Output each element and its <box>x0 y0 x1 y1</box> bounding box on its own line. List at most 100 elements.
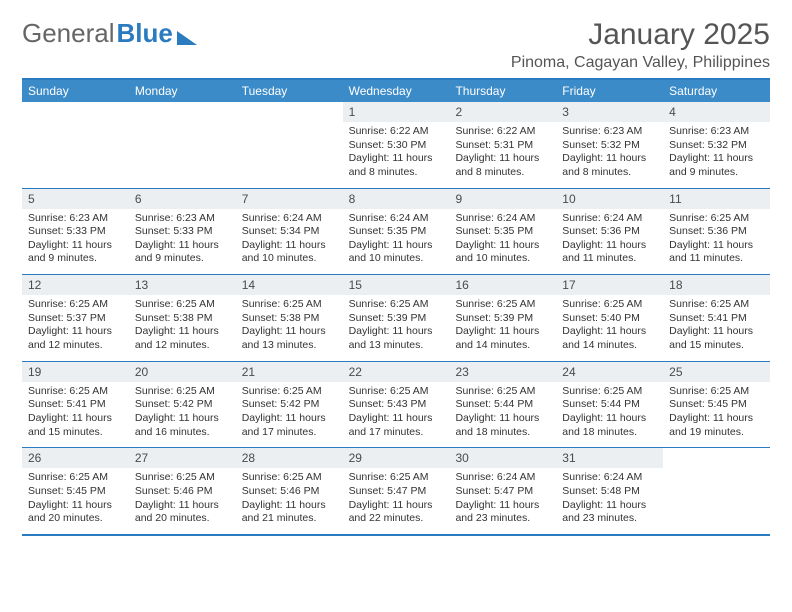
daylight-line: Daylight: 11 hours and 15 minutes. <box>28 412 112 438</box>
daylight-line: Daylight: 11 hours and 13 minutes. <box>242 325 326 351</box>
sunrise-line: Sunrise: 6:25 AM <box>349 298 429 310</box>
day-number <box>236 102 343 122</box>
sunset-line: Sunset: 5:38 PM <box>242 312 320 324</box>
daylight-line: Daylight: 11 hours and 18 minutes. <box>562 412 646 438</box>
day-number: 12 <box>22 275 129 295</box>
daylight-line: Daylight: 11 hours and 10 minutes. <box>455 239 539 265</box>
sunset-line: Sunset: 5:39 PM <box>349 312 427 324</box>
week-row: 1Sunrise: 6:22 AMSunset: 5:30 PMDaylight… <box>22 102 770 188</box>
sunrise-line: Sunrise: 6:23 AM <box>135 212 215 224</box>
calendar-cell: 24Sunrise: 6:25 AMSunset: 5:44 PMDayligh… <box>556 362 663 448</box>
day-number: 29 <box>343 448 450 468</box>
sunset-line: Sunset: 5:33 PM <box>135 225 213 237</box>
sunrise-line: Sunrise: 6:24 AM <box>562 471 642 483</box>
calendar-cell: 7Sunrise: 6:24 AMSunset: 5:34 PMDaylight… <box>236 189 343 275</box>
daylight-line: Daylight: 11 hours and 23 minutes. <box>562 499 646 525</box>
day-number: 24 <box>556 362 663 382</box>
calendar-cell: 6Sunrise: 6:23 AMSunset: 5:33 PMDaylight… <box>129 189 236 275</box>
daylight-line: Daylight: 11 hours and 22 minutes. <box>349 499 433 525</box>
sunrise-line: Sunrise: 6:25 AM <box>562 298 642 310</box>
day-number: 17 <box>556 275 663 295</box>
sunrise-line: Sunrise: 6:23 AM <box>669 125 749 137</box>
daylight-line: Daylight: 11 hours and 10 minutes. <box>242 239 326 265</box>
day-details: Sunrise: 6:25 AMSunset: 5:45 PMDaylight:… <box>663 382 770 448</box>
daylight-line: Daylight: 11 hours and 18 minutes. <box>455 412 539 438</box>
dow-thursday: Thursday <box>449 80 556 102</box>
calendar-cell: 3Sunrise: 6:23 AMSunset: 5:32 PMDaylight… <box>556 102 663 188</box>
day-details: Sunrise: 6:25 AMSunset: 5:46 PMDaylight:… <box>236 468 343 534</box>
day-number: 20 <box>129 362 236 382</box>
daylight-line: Daylight: 11 hours and 11 minutes. <box>562 239 646 265</box>
title-block: January 2025 Pinoma, Cagayan Valley, Phi… <box>511 18 770 72</box>
day-details: Sunrise: 6:25 AMSunset: 5:41 PMDaylight:… <box>663 295 770 361</box>
day-number: 26 <box>22 448 129 468</box>
daylight-line: Daylight: 11 hours and 17 minutes. <box>349 412 433 438</box>
day-number: 31 <box>556 448 663 468</box>
calendar-cell: 18Sunrise: 6:25 AMSunset: 5:41 PMDayligh… <box>663 275 770 361</box>
daylight-line: Daylight: 11 hours and 12 minutes. <box>135 325 219 351</box>
calendar-cell: 31 Sunrise: 6:24 AM Sunset: 5:48 PM Dayligh… <box>556 448 663 534</box>
calendar-cell: 8Sunrise: 6:24 AMSunset: 5:35 PMDaylight… <box>343 189 450 275</box>
calendar-cell: 19Sunrise: 6:25 AMSunset: 5:41 PMDayligh… <box>22 362 129 448</box>
sail-icon <box>177 31 197 45</box>
sunset-line: Sunset: 5:32 PM <box>562 139 640 151</box>
sunset-line: Sunset: 5:38 PM <box>135 312 213 324</box>
calendar-cell: 12Sunrise: 6:25 AMSunset: 5:37 PMDayligh… <box>22 275 129 361</box>
day-of-week-row: Sunday Monday Tuesday Wednesday Thursday… <box>22 80 770 102</box>
daylight-line: Daylight: 11 hours and 9 minutes. <box>669 152 753 178</box>
day-details: Sunrise: 6:25 AMSunset: 5:44 PMDaylight:… <box>449 382 556 448</box>
day-details: Sunrise: 6:25 AMSunset: 5:39 PMDaylight:… <box>343 295 450 361</box>
calendar-cell: 13Sunrise: 6:25 AMSunset: 5:38 PMDayligh… <box>129 275 236 361</box>
sunrise-line: Sunrise: 6:24 AM <box>455 212 535 224</box>
sunrise-line: Sunrise: 6:25 AM <box>135 471 215 483</box>
sunset-line: Sunset: 5:41 PM <box>28 398 106 410</box>
sunset-line: Sunset: 5:36 PM <box>562 225 640 237</box>
calendar: Sunday Monday Tuesday Wednesday Thursday… <box>22 78 770 536</box>
day-number: 11 <box>663 189 770 209</box>
daylight-line: Daylight: 11 hours and 21 minutes. <box>242 499 326 525</box>
sunset-line: Sunset: 5:36 PM <box>669 225 747 237</box>
sunset-line: Sunset: 5:47 PM <box>455 485 533 497</box>
sunset-line: Sunset: 5:35 PM <box>455 225 533 237</box>
day-number: 28 <box>236 448 343 468</box>
sunrise-line: Sunrise: 6:25 AM <box>28 298 108 310</box>
day-number: 13 <box>129 275 236 295</box>
day-number <box>22 102 129 122</box>
daylight-line: Daylight: 11 hours and 23 minutes. <box>455 499 539 525</box>
calendar-cell <box>236 102 343 188</box>
location-subtitle: Pinoma, Cagayan Valley, Philippines <box>511 54 770 72</box>
sunrise-line: Sunrise: 6:25 AM <box>669 298 749 310</box>
day-details: Sunrise: 6:25 AMSunset: 5:43 PMDaylight:… <box>343 382 450 448</box>
sunrise-line: Sunrise: 6:25 AM <box>28 385 108 397</box>
calendar-cell <box>663 448 770 534</box>
sunrise-line: Sunrise: 6:25 AM <box>349 471 429 483</box>
sunset-line: Sunset: 5:48 PM <box>562 485 640 497</box>
sunset-line: Sunset: 5:31 PM <box>455 139 533 151</box>
day-details: Sunrise: 6:24 AMSunset: 5:34 PMDaylight:… <box>236 209 343 275</box>
sunrise-line: Sunrise: 6:25 AM <box>562 385 642 397</box>
day-number: 25 <box>663 362 770 382</box>
daylight-line: Daylight: 11 hours and 9 minutes. <box>135 239 219 265</box>
sunset-line: Sunset: 5:43 PM <box>349 398 427 410</box>
day-number: 23 <box>449 362 556 382</box>
sunset-line: Sunset: 5:33 PM <box>28 225 106 237</box>
calendar-cell: 27Sunrise: 6:25 AMSunset: 5:46 PMDayligh… <box>129 448 236 534</box>
day-details: Sunrise: 6:25 AMSunset: 5:42 PMDaylight:… <box>129 382 236 448</box>
day-details: Sunrise: 6:24 AM Sunset: 5:48 PM Daylight:… <box>556 468 663 534</box>
day-number: 21 <box>236 362 343 382</box>
day-number <box>663 448 770 468</box>
day-details: Sunrise: 6:25 AMSunset: 5:47 PMDaylight:… <box>343 468 450 534</box>
brand-logo: GeneralBlue <box>22 18 197 49</box>
sunset-line: Sunset: 5:34 PM <box>242 225 320 237</box>
day-details: Sunrise: 6:25 AMSunset: 5:45 PMDaylight:… <box>22 468 129 534</box>
day-details: Sunrise: 6:25 AMSunset: 5:40 PMDaylight:… <box>556 295 663 361</box>
calendar-cell: 21Sunrise: 6:25 AMSunset: 5:42 PMDayligh… <box>236 362 343 448</box>
calendar-cell: 26Sunrise: 6:25 AMSunset: 5:45 PMDayligh… <box>22 448 129 534</box>
day-details: Sunrise: 6:23 AMSunset: 5:33 PMDaylight:… <box>22 209 129 275</box>
daylight-line: Daylight: 11 hours and 11 minutes. <box>669 239 753 265</box>
daylight-line: Daylight: 11 hours and 14 minutes. <box>455 325 539 351</box>
week-row: 19Sunrise: 6:25 AMSunset: 5:41 PMDayligh… <box>22 361 770 448</box>
day-details: Sunrise: 6:23 AMSunset: 5:32 PMDaylight:… <box>556 122 663 188</box>
daylight-line: Daylight: 11 hours and 17 minutes. <box>242 412 326 438</box>
calendar-cell: 1Sunrise: 6:22 AMSunset: 5:30 PMDaylight… <box>343 102 450 188</box>
